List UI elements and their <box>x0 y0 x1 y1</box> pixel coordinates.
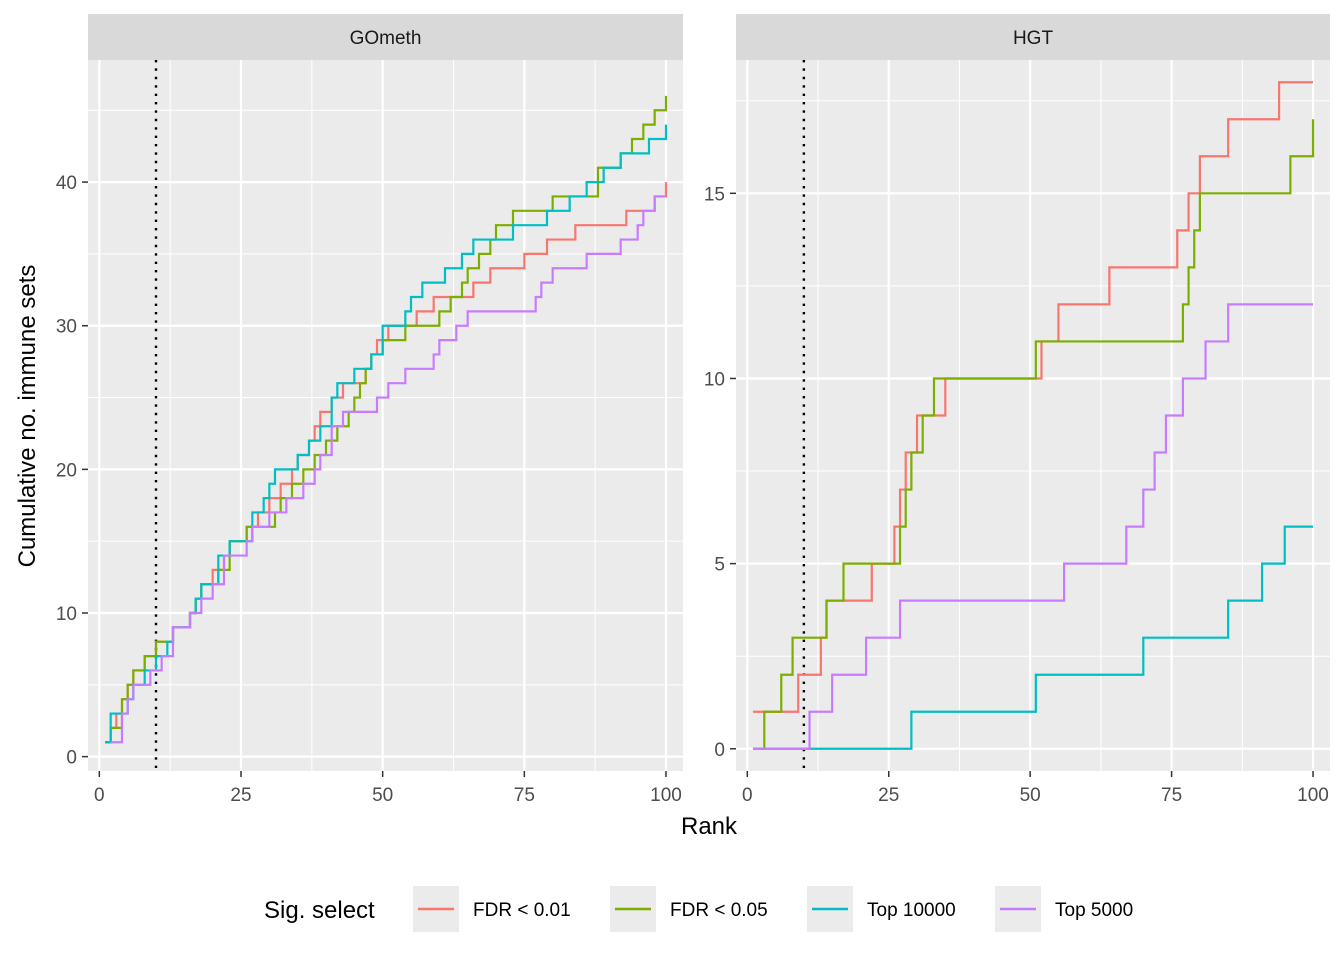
x-tick-label: 0 <box>94 785 105 806</box>
facet-hgt-panel <box>736 60 1330 771</box>
facet-hgt-strip <box>736 14 1330 60</box>
x-tick-label: 25 <box>230 785 251 806</box>
facet-gometh: GOmeth 0 25 50 75 100 0 10 20 30 40 <box>56 14 683 806</box>
facet-gometh-strip <box>88 14 683 60</box>
legend-keys: FDR < 0.01 FDR < 0.05 Top 10000 Top 5000 <box>413 886 1133 932</box>
facet-hgt-series <box>752 81 1315 750</box>
series-line-gometh-top-10000 <box>105 124 668 744</box>
y-tick-label: 20 <box>56 460 77 481</box>
x-tick-label: 50 <box>372 785 393 806</box>
facet-gometh-axes: 0 25 50 75 100 0 10 20 30 40 <box>56 173 682 806</box>
facet-gometh-panel <box>88 60 683 771</box>
x-axis-title: Rank <box>681 813 738 840</box>
legend-item-fdr-0-01: FDR < 0.01 <box>413 886 571 932</box>
facet-hgt: HGT 0 25 50 75 100 0 5 10 15 <box>704 14 1330 806</box>
y-axis-title: Cumulative no. immune sets <box>14 265 41 568</box>
legend-item-fdr-0-05: FDR < 0.05 <box>610 886 768 932</box>
y-tick-label: 10 <box>56 604 77 625</box>
x-tick-label: 100 <box>650 785 682 806</box>
y-tick-label: 10 <box>704 369 725 390</box>
legend-item-top-5000: Top 5000 <box>995 886 1133 932</box>
facet-gometh-strip-label: GOmeth <box>350 28 422 49</box>
x-tick-label: 25 <box>878 785 899 806</box>
series-line-hgt-top-10000 <box>752 525 1314 750</box>
legend-label: FDR < 0.05 <box>670 900 768 921</box>
x-tick-label: 75 <box>1161 785 1182 806</box>
y-tick-label: 5 <box>714 555 725 576</box>
legend: Sig. select FDR < 0.01 FDR < 0.05 Top 1000… <box>264 886 1133 932</box>
facet-hgt-strip-label: HGT <box>1013 28 1054 49</box>
legend-label: Top 10000 <box>867 900 956 921</box>
series-line-hgt-top-5000 <box>752 303 1314 750</box>
y-tick-label: 0 <box>66 748 77 769</box>
facet-hgt-axes: 0 25 50 75 100 0 5 10 15 <box>704 184 1329 806</box>
facet-gometh-series <box>105 95 668 744</box>
series-line-hgt-fdr-0-05 <box>752 119 1315 750</box>
legend-label: Top 5000 <box>1055 900 1133 921</box>
legend-title: Sig. select <box>264 897 375 924</box>
y-tick-label: 15 <box>704 184 725 205</box>
x-tick-label: 0 <box>742 785 753 806</box>
series-line-gometh-top-5000 <box>110 195 666 744</box>
facet-hgt-grid <box>736 60 1330 771</box>
y-tick-label: 40 <box>56 173 77 194</box>
x-tick-label: 100 <box>1297 785 1329 806</box>
y-tick-label: 0 <box>714 740 725 761</box>
legend-label: FDR < 0.01 <box>473 900 571 921</box>
y-tick-label: 30 <box>56 317 77 338</box>
x-tick-label: 50 <box>1020 785 1041 806</box>
x-tick-label: 75 <box>514 785 535 806</box>
legend-item-top-10000: Top 10000 <box>807 886 956 932</box>
